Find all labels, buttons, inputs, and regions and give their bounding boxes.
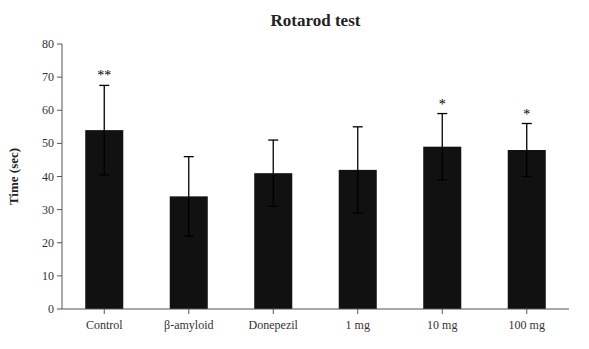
- chart-title: Rotarod test: [271, 11, 361, 30]
- annotation: **: [97, 68, 111, 83]
- y-tick-label: 0: [48, 302, 54, 316]
- y-tick-label: 10: [42, 269, 54, 283]
- y-tick: [57, 77, 62, 78]
- y-tick: [57, 309, 62, 310]
- x-tick: [357, 309, 358, 314]
- y-tick: [57, 44, 62, 45]
- x-tick-label: 100 mg: [509, 318, 545, 332]
- x-tick-label: β-amyloid: [164, 318, 213, 332]
- error-cap: [184, 235, 194, 236]
- x-axis: Control β-amyloid Donepezil 1 mg 10 mg 100 mg: [62, 309, 569, 332]
- error-cap: [437, 179, 447, 180]
- x-tick: [104, 309, 105, 314]
- error-bar: [522, 124, 532, 177]
- y-tick: [57, 209, 62, 210]
- error-stem: [526, 124, 527, 177]
- y-tick: [57, 242, 62, 243]
- x-tick: [442, 309, 443, 314]
- y-tick-label: 60: [42, 103, 54, 117]
- error-stem: [188, 157, 189, 237]
- chart-container: Rotarod test Time (sec) 0 10 20 30 40 50 60 70 80 C…: [0, 0, 589, 349]
- y-tick-label: 70: [42, 70, 54, 84]
- y-axis-label: Time (sec): [6, 148, 21, 205]
- chart-svg: Rotarod test Time (sec) 0 10 20 30 40 50 60 70 80 C…: [0, 0, 589, 349]
- annotation: *: [439, 97, 446, 112]
- error-bar: [184, 157, 194, 237]
- y-tick: [57, 110, 62, 111]
- error-stem: [357, 127, 358, 213]
- error-cap: [353, 126, 363, 127]
- x-tick: [526, 309, 527, 314]
- error-bar: [437, 114, 447, 180]
- x-tick: [273, 309, 274, 314]
- annotation: *: [523, 107, 530, 122]
- error-stem: [273, 140, 274, 206]
- x-tick-label: Donepezil: [249, 318, 299, 332]
- error-cap: [437, 113, 447, 114]
- x-tick: [188, 309, 189, 314]
- error-cap: [522, 123, 532, 124]
- error-cap: [99, 85, 109, 86]
- error-cap: [99, 174, 109, 175]
- plot-area: [85, 85, 546, 309]
- y-axis: 0 10 20 30 40 50 60 70 80: [42, 37, 62, 316]
- error-stem: [104, 85, 105, 174]
- error-bar: [268, 140, 278, 206]
- y-tick: [57, 176, 62, 177]
- x-tick-label: 10 mg: [427, 318, 457, 332]
- y-tick: [57, 275, 62, 276]
- y-tick-label: 80: [42, 37, 54, 51]
- y-tick-label: 50: [42, 136, 54, 150]
- error-stem: [442, 114, 443, 180]
- y-tick-label: 20: [42, 236, 54, 250]
- error-cap: [268, 206, 278, 207]
- y-axis-line: [62, 44, 63, 309]
- error-bar: [99, 85, 109, 174]
- error-cap: [184, 156, 194, 157]
- error-cap: [268, 139, 278, 140]
- error-cap: [353, 212, 363, 213]
- x-tick-label: Control: [86, 318, 123, 332]
- error-cap: [522, 176, 532, 177]
- annotations: ****: [97, 68, 530, 121]
- x-axis-line: [62, 309, 569, 310]
- x-tick-label: 1 mg: [346, 318, 370, 332]
- y-tick-label: 40: [42, 170, 54, 184]
- y-tick: [57, 143, 62, 144]
- y-tick-label: 30: [42, 203, 54, 217]
- error-bar: [353, 127, 363, 213]
